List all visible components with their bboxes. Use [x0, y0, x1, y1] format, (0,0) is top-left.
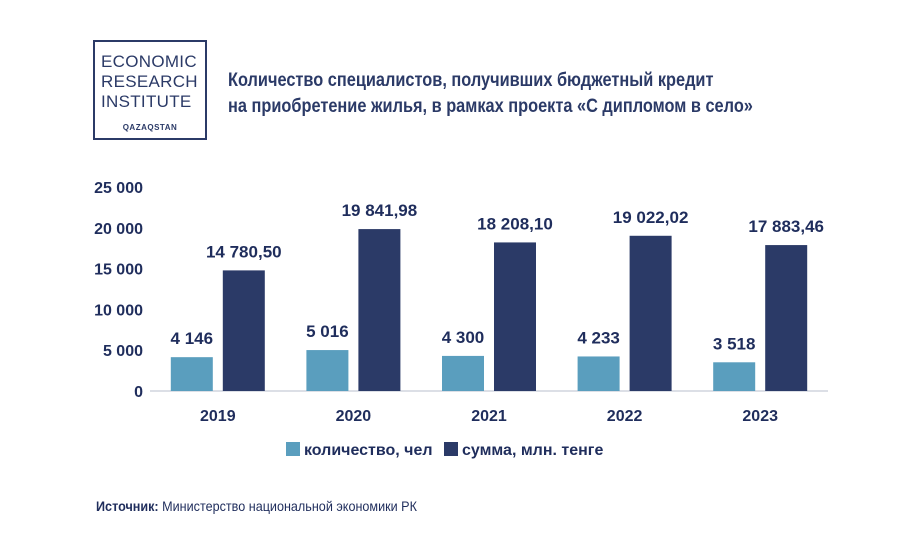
bar-series-1: [442, 355, 484, 391]
legend-label-1: количество, чел: [304, 442, 433, 459]
y-tick-label: 10 000: [94, 302, 143, 319]
data-label: 3 518: [713, 334, 756, 353]
y-tick-label: 25 000: [94, 180, 143, 197]
y-tick-label: 15 000: [94, 262, 143, 279]
bar-series-1: [713, 362, 756, 391]
source-text: Министерство национальной экономики РК: [158, 498, 417, 514]
x-tick-label: 2019: [200, 408, 236, 425]
legend-swatch-1: [286, 442, 300, 456]
source-note: Источник: Министерство национальной экон…: [96, 498, 417, 514]
logo-line-3: INSTITUTE: [101, 92, 192, 111]
bar-series-2: [494, 242, 536, 391]
data-label: 18 208,10: [477, 214, 553, 233]
bar-series-2: [358, 229, 401, 391]
bar-series-2: [765, 245, 808, 391]
logo-line-1: ECONOMIC: [101, 52, 197, 71]
chart-title-line-2: на приобретение жилья, в рамках проекта …: [228, 96, 753, 117]
bar-series-1: [577, 356, 620, 391]
bar-series-2: [629, 235, 672, 391]
chart-title: Количество специалистов, получивших бюдж…: [228, 68, 753, 120]
data-label: 14 780,50: [206, 242, 282, 261]
data-label: 17 883,46: [748, 217, 824, 236]
y-tick-label: 0: [134, 384, 143, 401]
source-label: Источник:: [96, 498, 159, 514]
x-tick-label: 2022: [607, 408, 643, 425]
logo-text: ECONOMIC RESEARCH INSTITUTE: [101, 52, 198, 112]
x-tick-label: 2020: [336, 408, 372, 425]
data-label: 4 146: [171, 329, 214, 348]
data-label: 5 016: [306, 322, 349, 341]
legend-label-2: сумма, млн. тенге: [462, 442, 603, 459]
bar-series-2: [222, 270, 265, 391]
logo-line-2: RESEARCH: [101, 72, 198, 91]
data-label: 4 300: [442, 328, 485, 347]
bar-series-1: [170, 357, 213, 391]
bar-series-1: [306, 350, 349, 391]
data-label: 19 841,98: [342, 201, 418, 220]
data-label: 4 233: [577, 328, 620, 347]
y-tick-label: 5 000: [103, 343, 143, 360]
institute-logo: ECONOMIC RESEARCH INSTITUTE QAZAQSTAN: [93, 40, 207, 140]
y-tick-label: 20 000: [94, 221, 143, 238]
logo-subtitle: QAZAQSTAN: [122, 123, 178, 132]
x-tick-label: 2023: [742, 408, 778, 425]
x-tick-label: 2021: [471, 408, 507, 425]
data-label: 19 022,02: [613, 208, 689, 227]
chart-title-line-1: Количество специалистов, получивших бюдж…: [228, 70, 714, 91]
legend-swatch-2: [444, 442, 458, 456]
